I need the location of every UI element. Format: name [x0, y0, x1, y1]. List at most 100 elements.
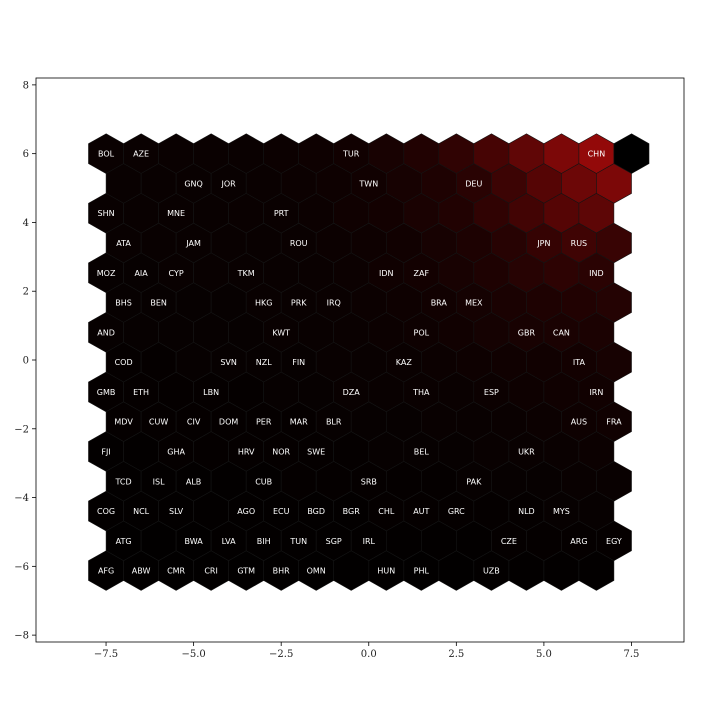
- x-tick-label: 0.0: [361, 649, 377, 660]
- cell-label: HUN: [377, 567, 395, 576]
- cell-label: OMN: [307, 567, 326, 576]
- cell-label: UKR: [518, 448, 535, 457]
- cell-label: MDV: [114, 418, 133, 427]
- cell-label: MYS: [553, 507, 570, 516]
- cell-label: NCL: [133, 507, 150, 516]
- cell-label: SVN: [220, 358, 237, 367]
- hex-cell: [578, 550, 615, 591]
- cell-label: PRT: [274, 209, 289, 218]
- cell-label: AUT: [413, 507, 429, 516]
- cell-label: FJI: [101, 448, 110, 457]
- cell-label: ETH: [133, 388, 149, 397]
- cell-label: BHS: [115, 299, 132, 308]
- cell-label: BRA: [431, 299, 448, 308]
- x-tick-label: 2.5: [448, 649, 464, 660]
- cell-label: SLV: [169, 507, 184, 516]
- cell-label: BWA: [185, 537, 204, 546]
- cell-label: ZAF: [414, 269, 430, 278]
- cell-label: ROU: [290, 239, 308, 248]
- cell-label: GMB: [97, 388, 116, 397]
- y-tick-label: −4: [14, 493, 29, 504]
- cell-label: EGY: [606, 537, 622, 546]
- x-tick-label: −7.5: [94, 649, 118, 660]
- cell-label: UZB: [483, 567, 500, 576]
- cell-label: CRI: [204, 567, 218, 576]
- cell-label: PER: [256, 418, 272, 427]
- x-tick-label: −5.0: [181, 649, 205, 660]
- y-tick-label: −6: [14, 562, 29, 573]
- y-tick-label: −8: [14, 631, 29, 642]
- cell-label: MAR: [290, 418, 308, 427]
- cell-label: GHA: [167, 448, 185, 457]
- y-tick-label: 8: [23, 80, 29, 91]
- cell-label: SRB: [361, 477, 377, 486]
- cell-label: FRA: [606, 418, 622, 427]
- cell-label: PRK: [291, 299, 307, 308]
- cell-label: AUS: [571, 418, 587, 427]
- cell-label: HRV: [238, 448, 255, 457]
- cell-label: LVA: [222, 537, 237, 546]
- cell-label: TKM: [237, 269, 255, 278]
- cell-label: JPN: [536, 239, 550, 248]
- cell-label: MEX: [465, 299, 483, 308]
- cell-label: CIV: [187, 418, 201, 427]
- cell-label: BOL: [98, 150, 115, 159]
- cell-label: TWN: [358, 179, 378, 188]
- cell-label: ARG: [570, 537, 587, 546]
- cell-label: TUR: [342, 150, 360, 159]
- y-tick-label: 0: [23, 356, 29, 367]
- cell-label: COD: [115, 358, 133, 367]
- y-axis: −8 −6 −4 −2 0 2 4 6 8: [14, 80, 36, 642]
- cell-label: CHN: [588, 150, 606, 159]
- cell-label: IRN: [589, 388, 603, 397]
- cell-label: FIN: [292, 358, 305, 367]
- cell-label: ECU: [273, 507, 290, 516]
- cell-label: ITA: [573, 358, 586, 367]
- cell-label: BIH: [257, 537, 271, 546]
- cell-label: IND: [589, 269, 604, 278]
- cell-label: GBR: [518, 328, 536, 337]
- cell-label: MOZ: [97, 269, 116, 278]
- cell-label: ISL: [153, 477, 165, 486]
- cell-labels: BOL AZE TUR CHN GNQ JOR TWN DEU SHN MNE PRT ATA JAM R…: [97, 150, 622, 576]
- cell-label: DEU: [465, 179, 482, 188]
- cell-label: POL: [414, 328, 430, 337]
- cell-label: JOR: [220, 179, 236, 188]
- cell-label: DOM: [219, 418, 238, 427]
- cell-label: AND: [97, 328, 115, 337]
- cell-label: BEN: [150, 299, 167, 308]
- cell-label: BGR: [343, 507, 361, 516]
- y-tick-label: 6: [23, 149, 29, 160]
- cell-label: IRQ: [327, 299, 341, 308]
- cell-label: CZE: [501, 537, 517, 546]
- cell-label: CHL: [378, 507, 395, 516]
- cell-label: DZA: [343, 388, 361, 397]
- cell-label: CUW: [149, 418, 168, 427]
- cell-label: BLR: [326, 418, 342, 427]
- cell-label: SGP: [326, 537, 342, 546]
- cell-label: COG: [97, 507, 115, 516]
- cell-label: PHL: [414, 567, 430, 576]
- cell-label: MNE: [167, 209, 185, 218]
- y-tick-label: −2: [14, 424, 29, 435]
- cell-label: BGD: [307, 507, 325, 516]
- cell-label: ATG: [116, 537, 132, 546]
- cell-label: BEL: [414, 448, 430, 457]
- cell-label: NLD: [518, 507, 535, 516]
- cell-label: GRC: [448, 507, 465, 516]
- hex-cells: [88, 133, 650, 591]
- cell-label: IRL: [363, 537, 376, 546]
- cell-label: CUB: [255, 477, 272, 486]
- x-tick-label: 7.5: [624, 649, 640, 660]
- cell-label: THA: [412, 388, 430, 397]
- cell-label: KWT: [272, 328, 290, 337]
- y-tick-label: 4: [23, 218, 29, 229]
- cell-label: AFG: [98, 567, 114, 576]
- cell-label: ALB: [186, 477, 201, 486]
- cell-label: HKG: [255, 299, 272, 308]
- cell-label: CMR: [167, 567, 185, 576]
- cell-label: SWE: [307, 448, 325, 457]
- cell-label: AIA: [134, 269, 148, 278]
- cell-label: ABW: [132, 567, 151, 576]
